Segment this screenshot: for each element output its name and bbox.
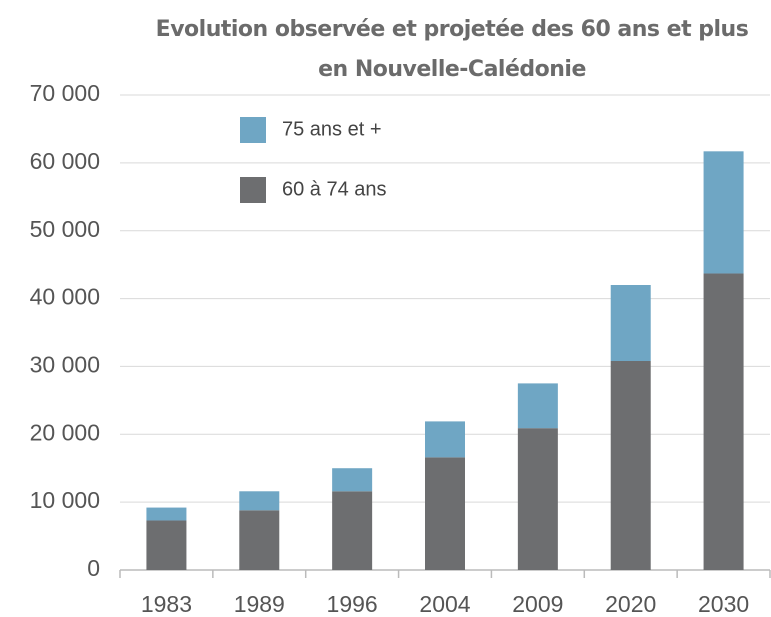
x-tick-label: 1983 (141, 591, 192, 617)
y-tick-label: 50 000 (30, 216, 100, 242)
y-tick-label: 10 000 (30, 487, 100, 513)
bar-segment (239, 510, 280, 570)
x-tick-label: 1996 (327, 591, 378, 617)
bar-segment (703, 273, 744, 570)
legend-swatch (240, 117, 266, 143)
bar-segment (146, 520, 187, 570)
bar-segment (332, 491, 373, 570)
bar-segment (332, 468, 373, 492)
x-tick-label: 2009 (512, 591, 563, 617)
bar-segment (517, 383, 558, 429)
bar-segment (146, 507, 187, 521)
bar-segment (425, 421, 465, 458)
x-tick-label: 2020 (605, 591, 656, 617)
x-tick-label: 1989 (234, 591, 285, 617)
bar-segment (425, 457, 465, 570)
chart-title: Evolution observée et projetée des 60 an… (156, 17, 749, 42)
bar-segment (239, 491, 280, 511)
chart-title: en Nouvelle-Calédonie (318, 57, 586, 82)
legend-label: 75 ans et + (282, 118, 382, 140)
y-tick-label: 0 (87, 555, 100, 581)
legend-swatch (240, 177, 266, 203)
y-tick-label: 40 000 (30, 284, 100, 310)
y-tick-label: 60 000 (30, 148, 100, 174)
y-tick-label: 20 000 (30, 419, 100, 445)
bar-segment (610, 285, 651, 361)
x-tick-label: 2004 (419, 591, 470, 617)
bar-segment (610, 361, 651, 570)
y-tick-label: 30 000 (30, 352, 100, 378)
legend-label: 60 à 74 ans (282, 178, 387, 200)
y-tick-label: 70 000 (30, 80, 100, 106)
x-tick-label: 2030 (698, 591, 749, 617)
bar-segment (517, 428, 558, 570)
bar-segment (703, 151, 744, 274)
